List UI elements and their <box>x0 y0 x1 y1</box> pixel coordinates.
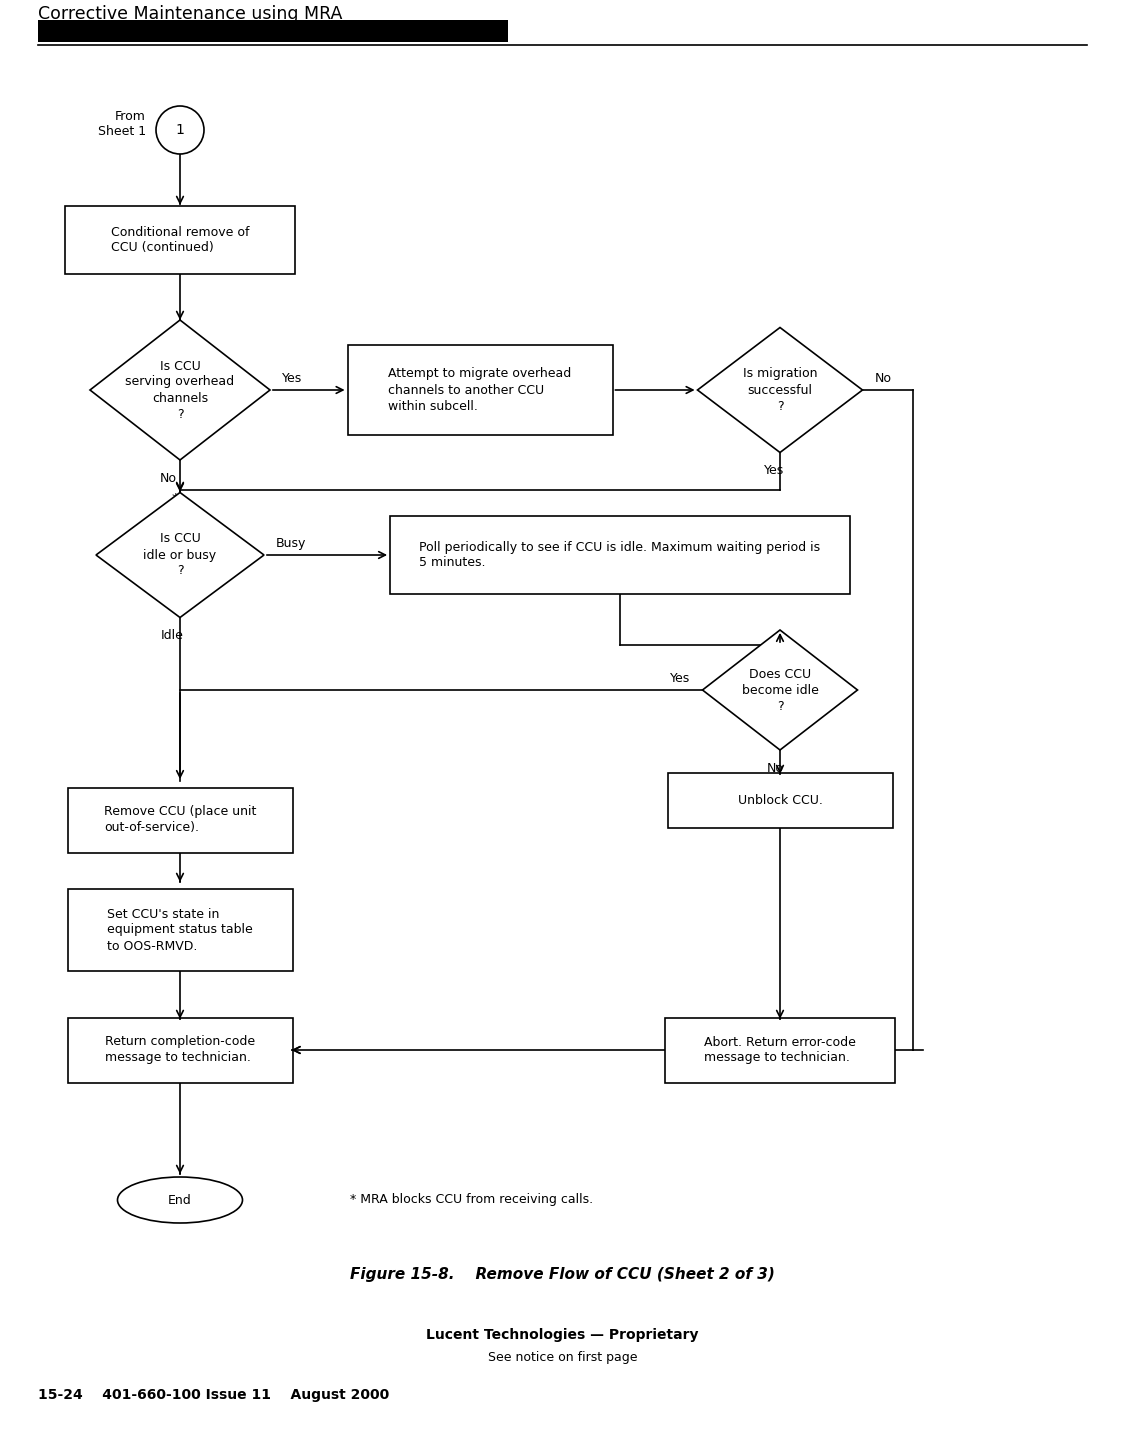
Text: Conditional remove of
CCU (continued): Conditional remove of CCU (continued) <box>110 226 250 255</box>
Text: Set CCU's state in
equipment status table
to OOS-RMVD.: Set CCU's state in equipment status tabl… <box>107 908 253 952</box>
Text: No: No <box>160 472 177 485</box>
Text: Is CCU
idle or busy
?: Is CCU idle or busy ? <box>144 532 216 578</box>
FancyBboxPatch shape <box>38 20 509 41</box>
Text: Abort. Return error-code
message to technician.: Abort. Return error-code message to tech… <box>704 1035 856 1064</box>
Text: Yes: Yes <box>670 672 691 685</box>
FancyBboxPatch shape <box>68 788 292 852</box>
Text: Yes: Yes <box>764 463 784 478</box>
Text: Yes: Yes <box>282 372 303 385</box>
Text: 1: 1 <box>176 123 184 137</box>
FancyBboxPatch shape <box>348 345 612 435</box>
Text: * MRA blocks CCU from receiving calls.: * MRA blocks CCU from receiving calls. <box>350 1194 593 1207</box>
Polygon shape <box>90 320 270 460</box>
Text: Does CCU
become idle
?: Does CCU become idle ? <box>741 668 819 712</box>
Text: Is migration
successful
?: Is migration successful ? <box>742 368 817 412</box>
FancyBboxPatch shape <box>68 889 292 971</box>
Text: From
Sheet 1: From Sheet 1 <box>98 110 146 139</box>
Polygon shape <box>702 631 857 749</box>
Text: Poll periodically to see if CCU is idle. Maximum waiting period is
5 minutes.: Poll periodically to see if CCU is idle.… <box>420 541 820 569</box>
Text: Is CCU
serving overhead
channels
?: Is CCU serving overhead channels ? <box>126 359 235 420</box>
Circle shape <box>156 106 204 154</box>
Text: Return completion-code
message to technician.: Return completion-code message to techni… <box>105 1035 255 1064</box>
Ellipse shape <box>117 1177 243 1223</box>
Text: Unblock CCU.: Unblock CCU. <box>738 794 822 807</box>
Text: Attempt to migrate overhead
channels to another CCU
within subcell.: Attempt to migrate overhead channels to … <box>388 368 572 412</box>
FancyBboxPatch shape <box>390 516 850 593</box>
FancyBboxPatch shape <box>65 206 295 275</box>
Text: Figure 15-8.    Remove Flow of CCU (Sheet 2 of 3): Figure 15-8. Remove Flow of CCU (Sheet 2… <box>350 1267 775 1283</box>
Text: *: * <box>171 492 179 508</box>
Polygon shape <box>96 492 264 618</box>
Text: Remove CCU (place unit
out-of-service).: Remove CCU (place unit out-of-service). <box>104 805 256 835</box>
Text: No: No <box>766 762 783 775</box>
Text: Busy: Busy <box>276 536 306 549</box>
FancyBboxPatch shape <box>68 1018 292 1083</box>
Polygon shape <box>698 327 863 452</box>
Text: See notice on first page: See notice on first page <box>488 1351 637 1364</box>
Text: Corrective Maintenance using MRA: Corrective Maintenance using MRA <box>38 4 342 23</box>
Text: No: No <box>874 372 891 385</box>
FancyBboxPatch shape <box>667 772 892 828</box>
Text: End: End <box>168 1194 192 1207</box>
Text: 15-24    401-660-100 Issue 11    August 2000: 15-24 401-660-100 Issue 11 August 2000 <box>38 1389 389 1401</box>
Text: Lucent Technologies — Proprietary: Lucent Technologies — Proprietary <box>426 1328 699 1341</box>
Text: Idle: Idle <box>161 629 183 642</box>
FancyBboxPatch shape <box>665 1018 896 1083</box>
